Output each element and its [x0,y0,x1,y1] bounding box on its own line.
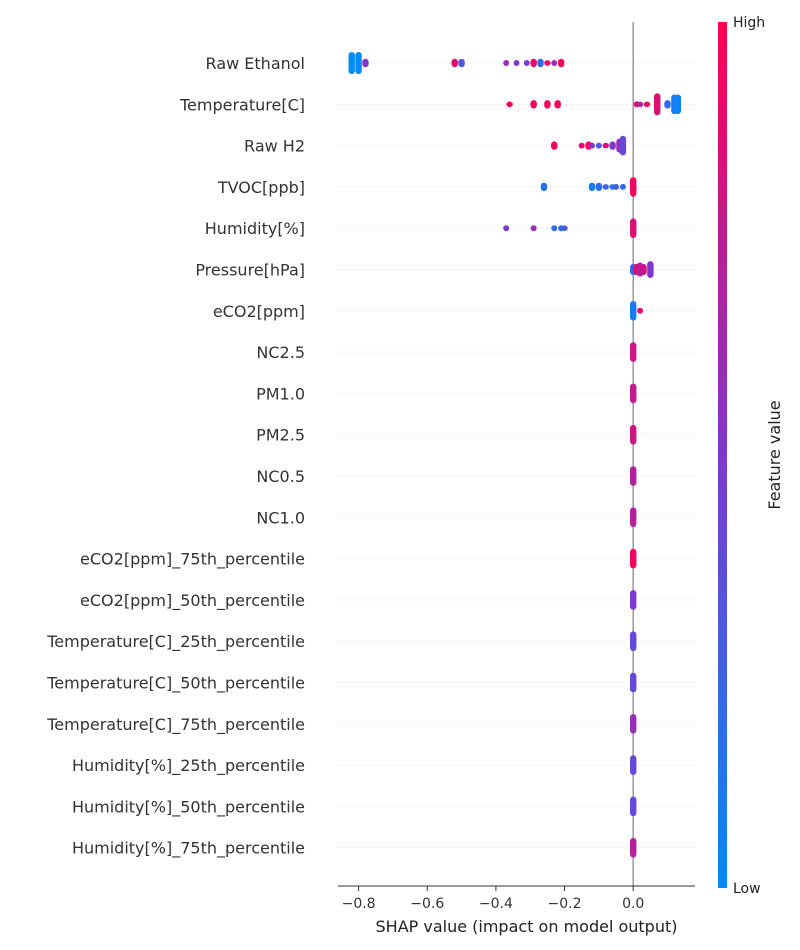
row-gridlines [338,62,695,849]
feature-label: Humidity[%]_25th_percentile [72,756,305,776]
shap-point-cluster [506,101,513,108]
colorbar-low-label: Low [733,881,761,897]
shap-point-cluster [355,52,362,74]
feature-label: Temperature[C]_25th_percentile [46,632,305,652]
feature-label: PM1.0 [256,384,305,403]
shap-point-cluster [630,218,637,238]
shap-point [523,60,530,66]
feature-label: eCO2[ppm]_75th_percentile [80,550,305,570]
shap-point-cluster [630,672,637,693]
colorbar-high-label: High [733,15,765,31]
shap-points [348,52,682,858]
x-tick-label: −0.2 [548,896,582,912]
shap-point-cluster [595,182,603,192]
feature-label: Temperature[C]_75th_percentile [46,715,305,735]
feature-label: NC2.5 [256,343,305,362]
shap-point-cluster [530,100,537,109]
colorbar [718,22,727,888]
shap-point-cluster [630,466,637,486]
x-tick-label: −0.4 [479,896,513,912]
x-tick-label: −0.8 [342,896,376,912]
shap-point [595,142,602,149]
shap-point [551,60,558,66]
shap-point-cluster [630,796,637,817]
shap-point-cluster [602,142,609,149]
shap-point [613,183,620,190]
shap-point-cluster [540,182,548,192]
shap-point-cluster [544,100,551,109]
shap-point-cluster [554,100,561,109]
shap-point-cluster [609,141,616,150]
shap-point-cluster [640,263,647,276]
shap-point-cluster [630,342,637,362]
shap-point-cluster [451,58,458,68]
shap-point [551,225,558,232]
shap-point [619,183,626,190]
shap-point [530,225,537,232]
feature-label: Pressure[hPa] [195,261,305,280]
feature-label: PM2.5 [256,426,305,445]
shap-point-cluster [458,58,465,68]
feature-label: eCO2[ppm] [213,302,305,321]
shap-point-cluster [544,60,551,66]
shap-point-cluster [561,225,568,231]
x-axis-title: SHAP value (impact on model output) [376,917,678,936]
feature-label: NC0.5 [256,467,305,486]
shap-point-cluster [630,301,637,321]
feature-label: Temperature[C] [179,95,305,114]
shap-point-cluster [630,714,637,734]
shap-point [513,60,520,66]
shap-point [578,142,585,149]
shap-point-cluster [602,184,609,190]
shap-point-cluster [588,182,596,192]
shap-point-cluster [636,101,644,108]
feature-label: NC1.0 [256,508,305,527]
feature-label: eCO2[ppm]_50th_percentile [80,591,305,611]
shap-point-cluster [647,261,654,278]
shap-point-cluster [643,101,651,108]
shap-point-cluster [630,837,637,858]
shap-point-cluster [630,507,637,528]
shap-point-cluster [674,94,682,115]
feature-label: Raw Ethanol [206,54,305,73]
shap-point-cluster [551,141,558,150]
shap-point-cluster [630,548,637,569]
shap-point-cluster [630,424,637,445]
shap-point-cluster [630,631,637,651]
x-tick-label: −0.6 [410,896,444,912]
feature-label: Humidity[%]_50th_percentile [72,797,305,817]
shap-point [589,142,596,149]
shap-point [503,225,510,232]
shap-point [503,60,510,66]
x-axis-ticks: −0.8 −0.6 −0.4 −0.2 0.0 [342,886,644,912]
shap-point-cluster [619,135,627,156]
shap-point-cluster [664,100,671,109]
shap-point-cluster [630,177,637,197]
feature-label: Temperature[C]_50th_percentile [46,674,305,694]
shap-point-cluster [537,58,544,68]
shap-point-cluster [530,58,537,68]
feature-label: Humidity[%]_75th_percentile [72,839,305,859]
x-tick-label: 0.0 [622,896,644,912]
shap-point-cluster [630,383,637,404]
shap-point [637,307,644,314]
feature-labels: Raw Ethanol Temperature[C] Raw H2 TVOC[ppb]… [46,54,305,859]
colorbar-title: Feature value [765,400,784,509]
feature-label: Humidity[%] [205,219,305,238]
feature-label: TVOC[ppb] [217,178,305,197]
shap-point-cluster [630,755,637,775]
shap-point-cluster [348,52,355,74]
shap-point-cluster [557,58,565,68]
shap-point-cluster [362,58,369,68]
feature-label: Raw H2 [244,137,305,156]
shap-point-cluster [654,93,661,116]
shap-point-cluster [630,590,637,610]
